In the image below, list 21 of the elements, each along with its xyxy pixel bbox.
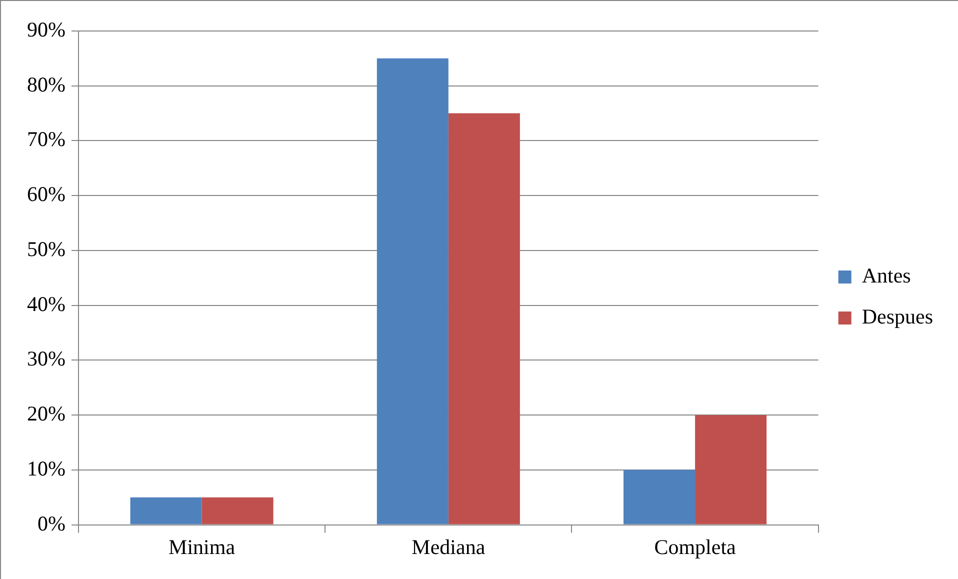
y-tick-label: 60% — [26, 182, 66, 206]
y-tick-label: 80% — [26, 72, 66, 96]
x-tick-label: Completa — [654, 534, 737, 559]
y-tick-label: 40% — [26, 292, 66, 316]
y-tick-label: 90% — [26, 18, 66, 42]
x-tick-label: Minima — [168, 534, 236, 559]
bar — [695, 415, 767, 524]
bar — [130, 497, 202, 524]
bar — [376, 58, 448, 524]
y-tick-label: 30% — [26, 346, 66, 371]
x-tick-label: Mediana — [412, 534, 486, 559]
y-tick-label: 70% — [26, 127, 66, 152]
y-tick-label: 20% — [26, 402, 66, 426]
y-tick-label: 10% — [26, 456, 66, 480]
y-tick-label: 0% — [37, 511, 66, 536]
bar — [202, 497, 274, 524]
legend-label: Antes — [862, 264, 911, 288]
legend-label: Despues — [862, 304, 934, 329]
y-tick-label: 50% — [26, 236, 66, 261]
bar — [448, 113, 520, 524]
bar — [624, 470, 696, 524]
